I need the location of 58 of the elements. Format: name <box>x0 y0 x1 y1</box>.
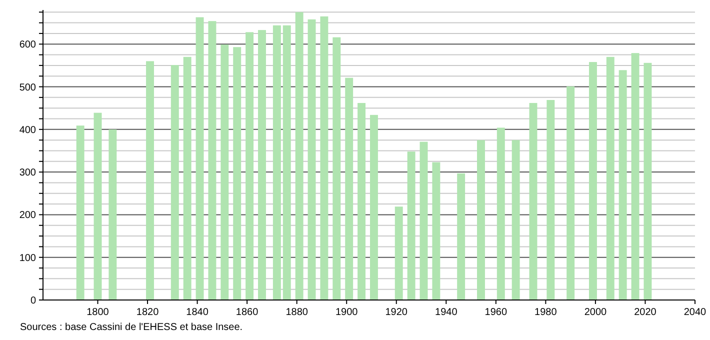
x-tick-label: 1960 <box>484 307 508 318</box>
bar <box>320 16 328 300</box>
bar <box>588 62 597 300</box>
bar <box>258 30 266 300</box>
bar <box>295 12 304 300</box>
y-tick-label: 600 <box>19 40 36 51</box>
x-tick-label: 1900 <box>335 307 358 318</box>
x-tick-label: 2020 <box>634 307 657 318</box>
bar <box>477 140 485 300</box>
bar <box>108 129 117 300</box>
bar <box>146 61 154 300</box>
bar <box>394 206 403 300</box>
bar <box>220 44 229 300</box>
bar <box>606 56 614 300</box>
x-tick-label: 1940 <box>435 307 458 318</box>
x-tick-label: 1840 <box>186 307 209 318</box>
x-tick-label: 1860 <box>236 307 259 318</box>
y-tick-label: 0 <box>30 296 36 306</box>
x-tick-label: 1920 <box>385 307 408 318</box>
y-tick-label: 300 <box>19 168 36 179</box>
bar <box>496 128 505 300</box>
bar <box>208 21 216 300</box>
bar <box>631 53 640 300</box>
bar <box>370 114 378 300</box>
y-tick-label: 500 <box>19 82 36 94</box>
x-tick-label: 1800 <box>86 307 110 318</box>
x-tick-label: 1980 <box>534 307 558 318</box>
bar <box>183 56 192 300</box>
bar <box>546 100 555 300</box>
bar <box>76 126 84 300</box>
bar <box>407 152 416 300</box>
bar <box>420 142 428 300</box>
y-tick-label: 200 <box>19 210 36 222</box>
bar <box>432 162 440 300</box>
bar <box>170 65 179 300</box>
x-tick-label: 2000 <box>584 307 608 318</box>
bar <box>308 19 316 300</box>
bar <box>457 173 466 300</box>
bar <box>196 17 204 300</box>
bar <box>345 78 354 300</box>
bar <box>644 62 652 300</box>
x-tick-label: 2040 <box>684 307 707 318</box>
bar <box>246 32 254 300</box>
bar <box>358 102 366 300</box>
bar <box>332 37 341 300</box>
x-tick-label: 1820 <box>136 307 160 318</box>
source-note: Sources : base Cassini de l'EHESS et base Insee. <box>20 322 243 333</box>
bar <box>618 70 627 300</box>
x-tick-label: 1880 <box>286 307 308 318</box>
bar <box>566 86 575 300</box>
bar <box>512 140 520 300</box>
bar <box>272 25 281 300</box>
bar <box>94 112 102 300</box>
bar <box>529 102 538 300</box>
bar <box>233 47 242 300</box>
y-tick-label: 400 <box>19 124 36 136</box>
bar <box>282 25 291 300</box>
y-tick-label: 100 <box>19 252 36 264</box>
